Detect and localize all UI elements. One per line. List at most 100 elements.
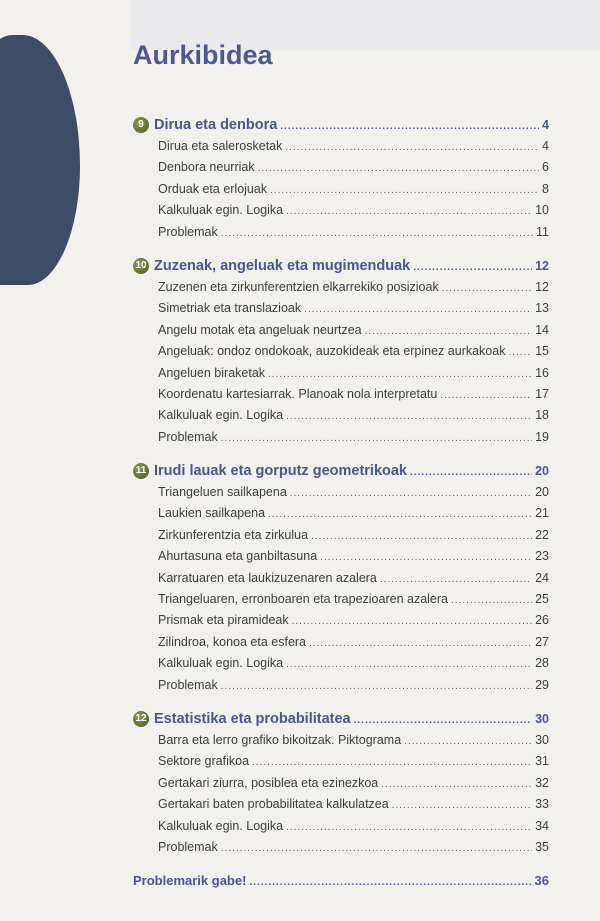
page-number: 10 [535,203,549,218]
entry-title: Problemarik gabe! [133,873,247,889]
toc-entry[interactable]: Kalkuluak egin. Logika 18 [133,405,549,426]
toc-entry[interactable]: Kalkuluak egin. Logika 28 [133,653,549,674]
leader-dots [252,752,532,773]
leader-dots [413,257,532,279]
toc-entry[interactable]: Ahurtasuna eta ganbiltasuna 23 [133,546,549,567]
entry-label: Problemak [158,675,218,696]
entry-label: Koordenatu kartesiarrak. Planoak nola in… [158,384,437,405]
toc-entry[interactable]: Zilindroa, konoa eta esfera 27 [133,632,549,653]
chapter-heading[interactable]: 10 Zuzenak, angeluak eta mugimenduak 12 [133,255,549,277]
toc-entry[interactable]: Kalkuluak egin. Logika 34 [133,816,549,837]
entry-title: Simetriak eta translazioak [158,301,302,316]
toc-entry[interactable]: Barra eta lerro grafiko bikoitzak. Pikto… [133,730,549,751]
entry-title: Kalkuluak egin. Logika [158,408,284,423]
page-number: 36 [534,873,549,889]
toc-entry[interactable]: Gertakari baten probabilitatea kalkulatz… [133,794,549,815]
toc-entry[interactable]: Karratuaren eta laukizuzenaren azalera 24 [133,568,549,589]
chapter-heading[interactable]: 12 Estatistika eta probabilitatea 30 [133,708,549,730]
leader-dots [381,774,532,795]
entry-label: Gertakari baten probabilitatea kalkulatz… [158,794,389,815]
page-number: 16 [535,365,549,380]
entry-label: Ahurtasuna eta ganbiltasuna [158,546,317,567]
entry-label: Barra eta lerro grafiko bikoitzak. Pikto… [158,730,401,751]
page-number: 30 [535,732,549,747]
entry-title: Angeluen biraketak [158,365,266,380]
entry-title: Laukien sailkapena [158,506,266,521]
leader-dots [320,547,532,568]
toc-entry[interactable]: Gertakari ziurra, posiblea eta ezinezkoa… [133,773,549,794]
leader-dots [365,321,532,342]
entry-title: Barra eta lerro grafiko bikoitzak. Pikto… [158,732,402,747]
toc-entry[interactable]: Laukien sailkapena 21 [133,503,549,524]
entry-title: Kalkuluak egin. Logika [158,656,284,671]
toc-entry[interactable]: Zuzenen eta zirkunferentzien elkarrekiko… [133,277,549,298]
page-title: Aurkibidea [133,40,273,70]
entry-label: Sektore grafikoa [158,751,249,772]
page-number: 25 [535,592,549,607]
page-number: 19 [535,429,549,444]
entry-label: Orduak eta erlojuak [158,179,267,200]
toc-entry[interactable]: Dirua eta salerosketak 4 [133,136,549,157]
toc-entry[interactable]: Zirkunferentzia eta zirkulua 22 [133,525,549,546]
entry-label: Zilindroa, konoa eta esfera [158,632,306,653]
toc-entry[interactable]: Angeluen biraketak 16 [133,363,549,384]
toc-entry[interactable]: Koordenatu kartesiarrak. Planoak nola in… [133,384,549,405]
entry-title: Prismak eta piramideak [158,613,289,628]
entry-title: Dirua eta salerosketak [158,139,283,153]
entry-label: Prismak eta piramideak [158,610,289,631]
leader-dots [286,817,532,838]
chapter-heading[interactable]: 11 Irudi lauak eta gorputz geometrikoak 20 [133,460,549,482]
entry-label: Karratuaren eta laukizuzenaren azalera [158,568,377,589]
toc-entry[interactable]: Kalkuluak egin. Logika 10 [133,200,549,221]
entry-label: 9 Dirua eta denbora [133,114,277,136]
page-number: 26 [535,613,549,628]
page-number: 22 [535,527,549,542]
entry-label: 12 Estatistika eta probabilitatea [133,708,351,730]
entry-title: Dirua eta denbora [154,117,278,133]
entry-title: Gertakari ziurra, posiblea eta ezinezkoa [158,775,379,790]
page-number: 27 [535,634,549,649]
page-number: 24 [535,570,549,585]
toc-entry[interactable]: Simetriak eta translazioak 13 [133,298,549,319]
page-number: 35 [535,839,549,854]
decorative-shape [0,35,80,285]
entry-title: Denbora neurriak [158,160,255,175]
toc-entry[interactable]: Problemak 29 [133,675,549,696]
entry-title: Angelu motak eta angeluak neurtzea [158,322,362,337]
toc-entry[interactable]: Problemak 35 [133,837,549,858]
leader-dots [292,611,532,632]
toc-entry[interactable]: Problemak 11 [133,222,549,243]
toc-entry[interactable]: Orduak eta erlojuak 8 [133,179,549,200]
toc-entry[interactable]: Angelu motak eta angeluak neurtzea 14 [133,320,549,341]
leader-dots [508,342,532,363]
leader-dots [354,710,532,732]
entry-title: Kalkuluak egin. Logika [158,818,284,833]
entry-label: Angeluen biraketak [158,363,265,384]
toc-entry[interactable]: Angeluak: ondoz ondokoak, auzokideak eta… [133,341,549,362]
toc-entry[interactable]: Prismak eta piramideak 26 [133,610,549,631]
entry-label: Triangeluaren, erronboaren eta trapezioa… [158,589,448,610]
leader-dots [380,569,532,590]
entry-title: Orduak eta erlojuak [158,181,268,196]
entry-label: Laukien sailkapena [158,503,265,524]
toc-entry[interactable]: Sektore grafikoa 31 [133,751,549,772]
chapter-heading[interactable]: 9 Dirua eta denbora 4 [133,114,549,136]
leader-dots [221,223,533,244]
entry-label: Problemak [158,222,218,243]
page-number: 11 [536,224,549,239]
leader-dots [285,137,539,158]
toc-entry[interactable]: Problemak 19 [133,427,549,448]
toc-entry-final[interactable]: Problemarik gabe! 36 [133,870,549,891]
entry-label: Problemarik gabe! [133,870,246,891]
leader-dots [442,278,532,299]
leader-dots [392,795,532,816]
toc-entry[interactable]: Triangeluen sailkapena 20 [133,482,549,503]
entry-label: Kalkuluak egin. Logika [158,405,283,426]
leader-dots [290,483,532,504]
entry-title: Zirkunferentzia eta zirkulua [158,527,309,542]
toc-entry[interactable]: Denbora neurriak 6 [133,157,549,178]
entry-label: Kalkuluak egin. Logika [158,653,283,674]
page-number: 4 [542,139,549,153]
entry-label: Kalkuluak egin. Logika [158,816,283,837]
toc-entry[interactable]: Triangeluaren, erronboaren eta trapezioa… [133,589,549,610]
